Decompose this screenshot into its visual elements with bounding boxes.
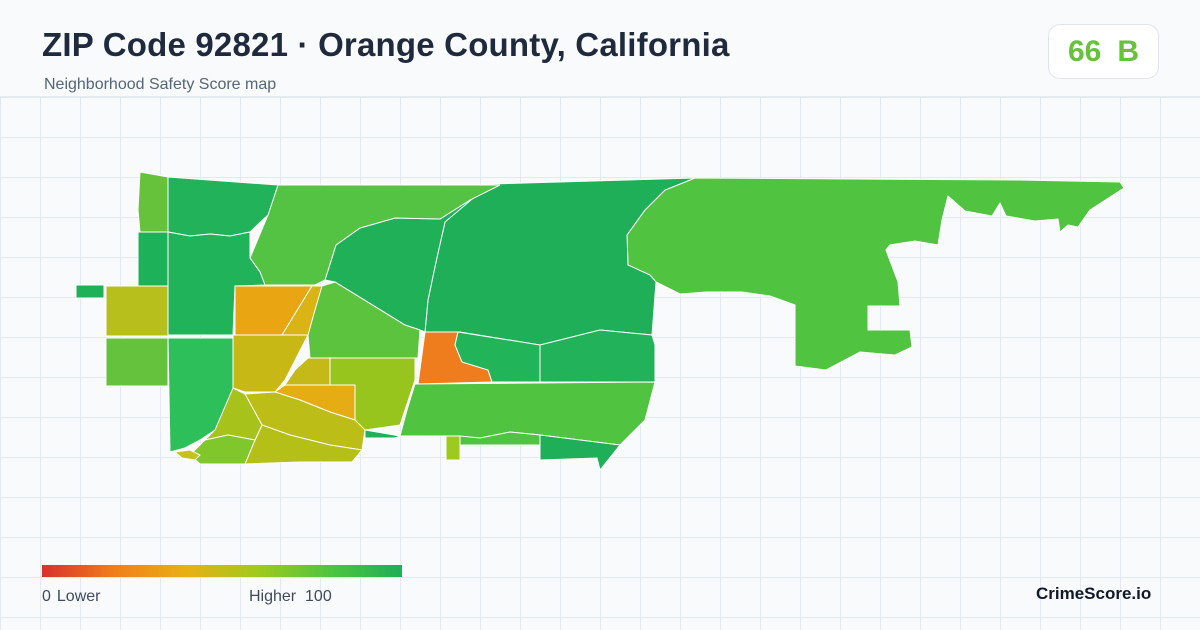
header: [0, 0, 1200, 97]
score-grade: B: [1117, 34, 1140, 68]
map-region: [167, 231, 266, 336]
legend-max-label: Higher 100: [249, 588, 332, 606]
page-subtitle: Neighborhood Safety Score map: [44, 76, 277, 93]
map-region: [539, 434, 621, 472]
map-region: [75, 284, 105, 299]
safety-score-badge: 66 B: [1048, 24, 1159, 79]
brand-logo[interactable]: CrimeScore.io: [1036, 584, 1152, 603]
map-region: [137, 171, 169, 233]
map-region: [364, 429, 402, 439]
map-region: [445, 435, 461, 461]
legend-min-label: 0 Lower: [42, 588, 106, 606]
map-region: [539, 329, 656, 383]
map-region: [105, 337, 169, 387]
legend-min-text: Lower: [56, 588, 101, 605]
map-region: [167, 176, 279, 237]
map-region: [173, 449, 201, 461]
map-region: [626, 177, 1125, 371]
map-region: [105, 285, 169, 337]
map-region: [459, 431, 541, 446]
score-value: 66: [1067, 34, 1102, 68]
legend-max-text: Higher: [249, 588, 297, 605]
legend-min-value: 0: [42, 588, 51, 605]
map-region: [137, 231, 169, 287]
legend-max-value: 100: [305, 588, 332, 605]
page-title: ZIP Code 92821 · Orange County, Californ…: [42, 26, 730, 63]
legend-gradient-bar: [42, 565, 402, 577]
